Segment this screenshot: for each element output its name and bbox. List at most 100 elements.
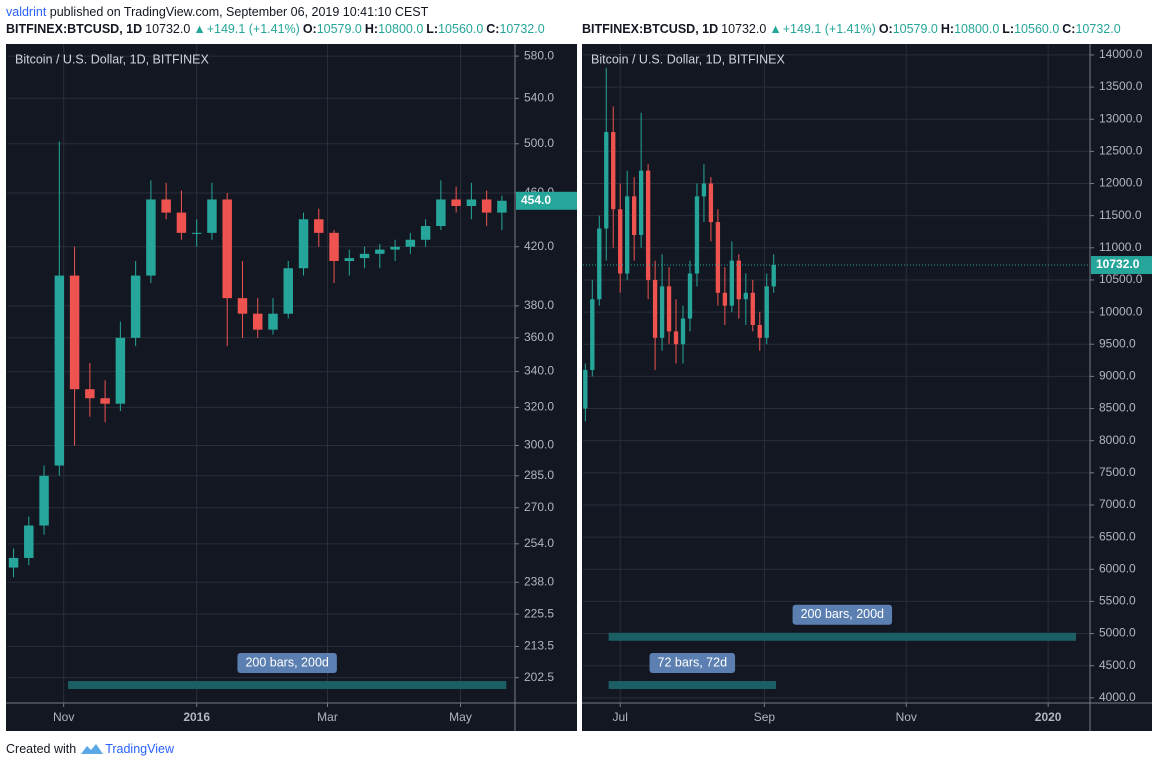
field-key: H: <box>940 22 955 36</box>
candle-body <box>687 273 693 319</box>
candle-body <box>715 222 721 293</box>
candle-body <box>680 318 686 345</box>
candle-body <box>344 258 355 261</box>
candle-body <box>743 292 748 300</box>
candle-body <box>268 313 278 330</box>
candle-body <box>451 199 461 207</box>
field-value: 10732.0 <box>1075 22 1121 36</box>
y-tick-label: 380.0 <box>524 298 554 312</box>
y-tick-label: 320.0 <box>524 400 554 414</box>
y-tick-label: 9000.0 <box>1099 369 1136 383</box>
quote-line: BITFINEX:BTCUSD, 1D 10732.0 ▲+149.1 (+1.41… <box>582 22 1124 36</box>
y-tick-label: 11500.0 <box>1099 208 1142 222</box>
candle-body <box>161 199 171 213</box>
brand[interactable]: TradingView <box>105 742 174 756</box>
x-tick-label: Nov <box>896 710 917 724</box>
candle-body <box>329 232 339 261</box>
candle-body <box>191 232 202 234</box>
candle-body <box>54 275 65 466</box>
field-value: 10560.0 <box>1014 22 1060 36</box>
y-tick-label: 8500.0 <box>1099 401 1136 415</box>
logo <box>81 744 104 754</box>
created-with: Created with <box>6 742 77 756</box>
y-tick-label: 12000.0 <box>1099 176 1143 190</box>
y-tick-label: 13000.0 <box>1099 111 1143 125</box>
field-value: 10579.0 <box>316 22 362 36</box>
publish-line: valdrint published on TradingView.com, S… <box>6 5 431 19</box>
chart-title: Bitcoin / U.S. Dollar, 1D, BITFINEX <box>591 52 785 66</box>
candle-body <box>130 275 141 338</box>
y-tick-label: 4000.0 <box>1099 690 1136 704</box>
y-tick-label: 420.0 <box>524 239 554 253</box>
y-tick-label: 460.0 <box>524 185 554 199</box>
user[interactable]: valdrint <box>6 5 47 19</box>
quote-line: BITFINEX:BTCUSD, 1D 10732.0 ▲+149.1 (+1.41… <box>6 22 548 36</box>
range-label: 200 bars, 200d <box>245 655 328 669</box>
candle-body <box>375 249 385 254</box>
x-tick-label: 2020 <box>1035 710 1062 724</box>
up-arrow: ▲ <box>769 22 782 36</box>
candle-body <box>771 265 776 287</box>
y-tick-label: 4500.0 <box>1099 658 1136 672</box>
candle-body <box>750 292 755 325</box>
y-tick-label: 202.5 <box>524 670 554 684</box>
y-tick-label: 14000.0 <box>1099 47 1143 61</box>
candle-body <box>298 219 309 269</box>
candle-body <box>69 275 80 390</box>
y-tick-label: 225.5 <box>524 606 554 620</box>
x-tick-label: Sep <box>754 710 776 724</box>
field-key: C: <box>1062 22 1076 36</box>
y-tick-label: 13500.0 <box>1099 79 1143 93</box>
y-tick-label: 6500.0 <box>1099 529 1136 543</box>
footer: Created with TradingView <box>6 742 177 756</box>
field-key: L: <box>426 22 439 36</box>
candle-body <box>659 286 665 338</box>
y-tick-label: 270.0 <box>524 500 554 514</box>
candle-body <box>618 209 623 274</box>
range-bar <box>608 632 1077 641</box>
candle-body <box>146 199 156 276</box>
candle-body <box>604 132 609 229</box>
field-value: 10732.0 <box>499 22 545 36</box>
candle-body <box>632 196 637 235</box>
last-price-label: 454.0 <box>521 193 551 207</box>
field-key: L: <box>1002 22 1015 36</box>
y-tick-label: 213.5 <box>524 639 554 653</box>
candle-body <box>638 170 644 235</box>
y-tick-label: 340.0 <box>524 364 554 378</box>
candle-body <box>722 292 728 306</box>
candle-body <box>283 268 293 314</box>
change: +149.1 (+1.41%) <box>206 22 300 36</box>
field-key: C: <box>486 22 500 36</box>
y-tick-label: 540.0 <box>524 90 554 104</box>
candle-body <box>764 286 769 338</box>
candle-body <box>359 253 370 259</box>
y-tick-label: 238.0 <box>524 574 554 588</box>
candle-body <box>39 475 49 526</box>
y-tick-label: 580.0 <box>524 48 554 62</box>
field-value: 10800.0 <box>954 22 1000 36</box>
last-price: 10732.0 <box>145 22 191 36</box>
y-tick-label: 360.0 <box>524 330 554 344</box>
last-price-box <box>1091 256 1152 275</box>
x-tick-label: 2016 <box>183 710 210 724</box>
candle-body <box>590 299 595 370</box>
field-key: O: <box>302 22 317 36</box>
y-tick-label: 10500.0 <box>1099 272 1143 286</box>
y-tick-label: 11000.0 <box>1099 240 1142 254</box>
change: +149.1 (+1.41%) <box>782 22 876 36</box>
range-label-box <box>649 652 736 673</box>
y-tick-label: 254.0 <box>524 536 554 550</box>
last-price: 10732.0 <box>721 22 767 36</box>
candle-body <box>597 228 602 300</box>
range-bar <box>68 681 507 690</box>
field-value: 10800.0 <box>378 22 424 36</box>
y-tick-label: 8000.0 <box>1099 433 1136 447</box>
candle-body <box>466 199 477 207</box>
field-value: 10579.0 <box>892 22 938 36</box>
range-label-box <box>792 604 893 625</box>
candle-body <box>666 286 672 332</box>
y-tick-label: 10000.0 <box>1099 304 1143 318</box>
